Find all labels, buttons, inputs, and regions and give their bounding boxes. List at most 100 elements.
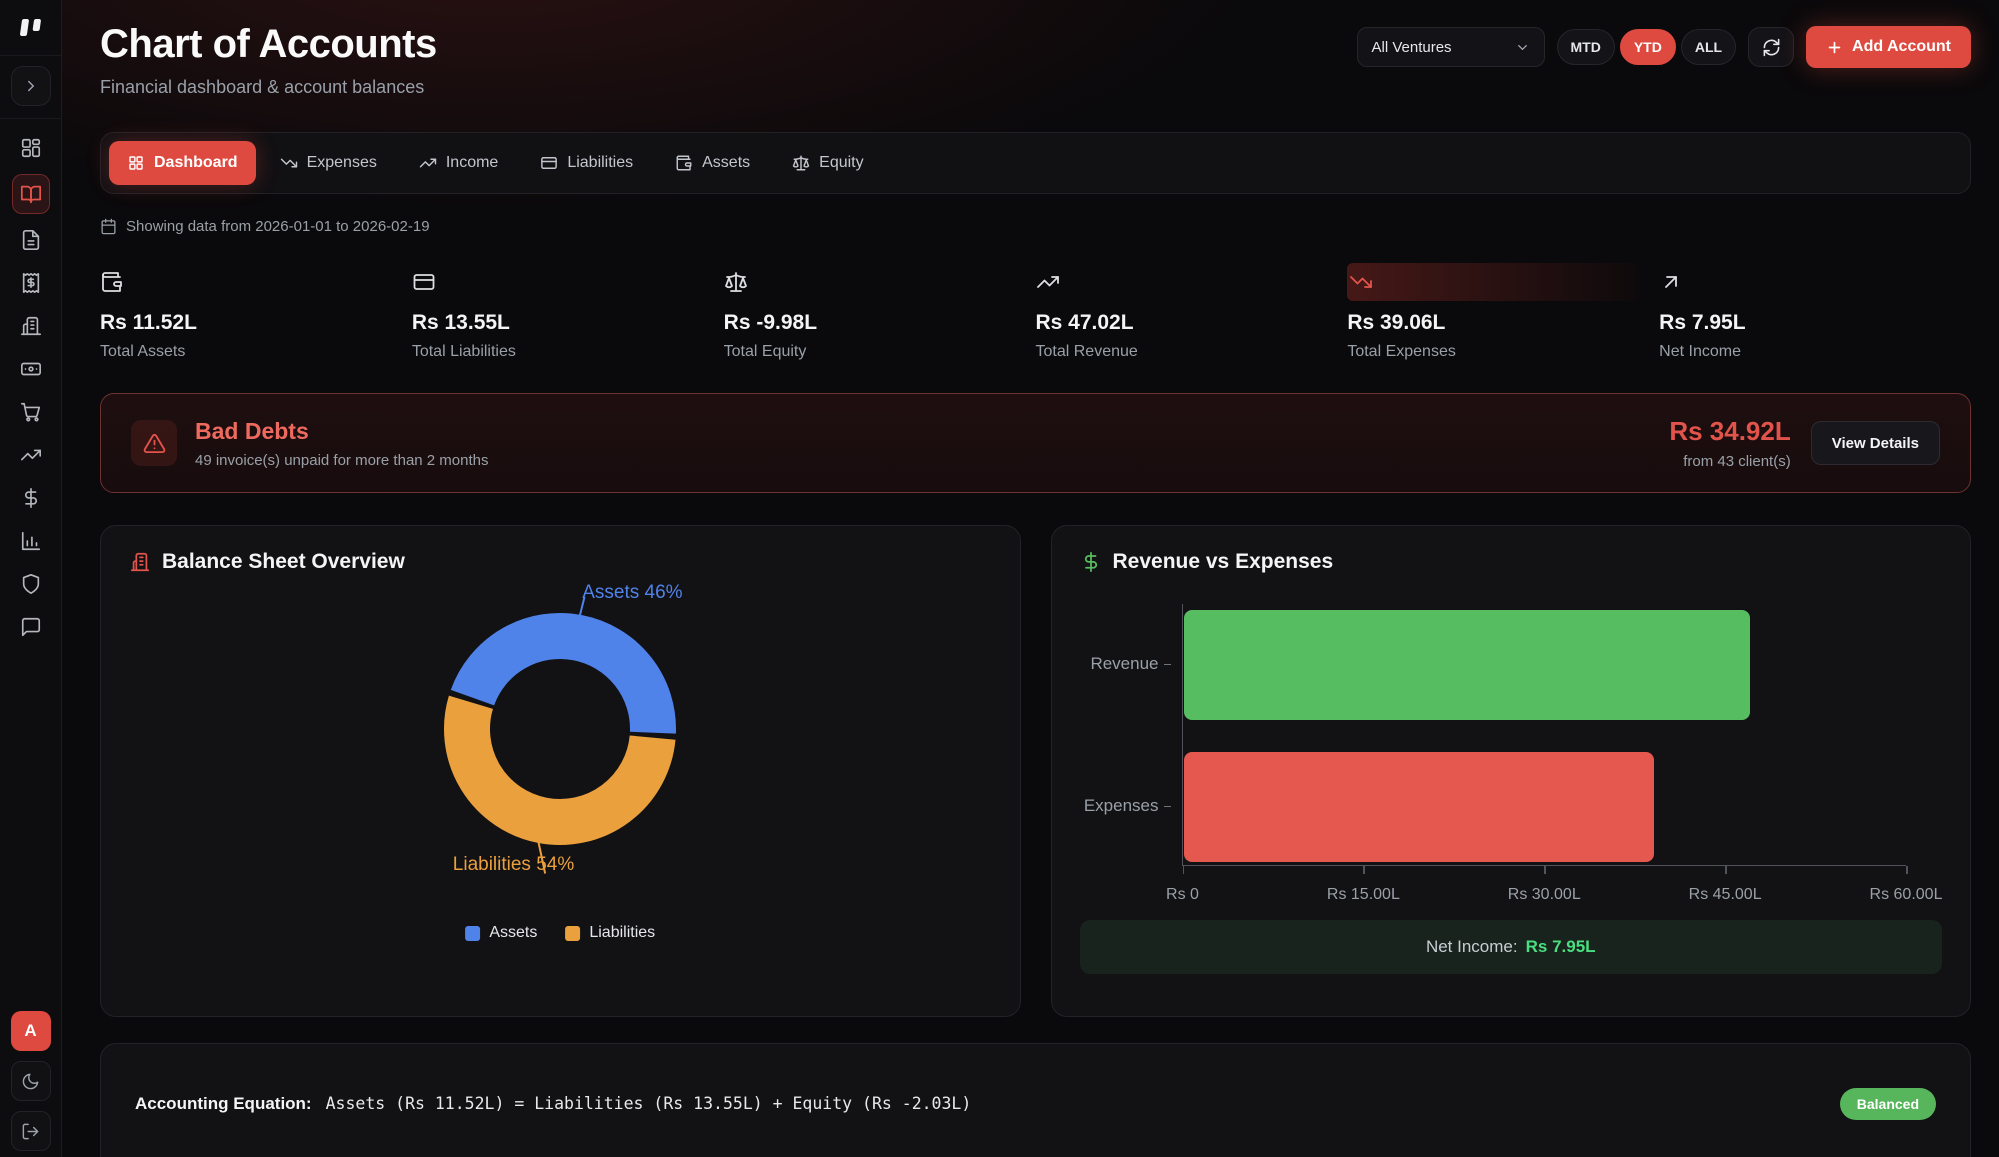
stat-value: Rs 7.95L bbox=[1659, 311, 1746, 334]
donut-legend: Assets Liabilities bbox=[465, 924, 655, 942]
view-details-button[interactable]: View Details bbox=[1810, 421, 1940, 465]
sidebar-item-cash[interactable] bbox=[12, 352, 50, 386]
sidebar-item-purchases[interactable] bbox=[12, 395, 50, 429]
sidebar-item-invoices[interactable] bbox=[12, 309, 50, 343]
x-tick-0: Rs 0 bbox=[1166, 886, 1199, 903]
expenses-bar[interactable] bbox=[1183, 752, 1655, 862]
chevron-down-icon bbox=[1517, 44, 1527, 50]
revenue-bar[interactable] bbox=[1183, 610, 1751, 720]
bad-debts-amount: Rs 34.92L bbox=[1669, 416, 1791, 446]
moon-icon bbox=[22, 1073, 39, 1089]
trending-up-icon bbox=[20, 449, 41, 461]
wallet-icon bbox=[676, 155, 692, 171]
stat-label: Total Expenses bbox=[1347, 343, 1456, 360]
y-label-revenue: Revenue bbox=[1079, 654, 1171, 674]
bad-debts-source: from 43 client(s) bbox=[1683, 453, 1791, 470]
balance-sheet-card: Balance Sheet Overview Assets 46% Liabil… bbox=[100, 525, 1021, 1017]
tab-equity[interactable]: Equity bbox=[774, 141, 881, 185]
range-mtd-button[interactable]: MTD bbox=[1556, 29, 1615, 65]
x-tick-3: Rs 45.00L bbox=[1688, 886, 1762, 903]
logout-icon bbox=[22, 1123, 39, 1139]
donut-chart: Assets 46% Liabilities 54% Assets Liabil… bbox=[129, 580, 992, 992]
bar-chart: Revenue Expenses Rs 0 Rs 15.00L Rs 30.00… bbox=[1079, 604, 1943, 974]
file-text-icon bbox=[22, 230, 39, 250]
main-content: Chart of Accounts Financial dashboard & … bbox=[62, 0, 1999, 1157]
stat-total-expenses: Rs 39.06L Total Expenses bbox=[1347, 263, 1659, 361]
donut-svg bbox=[444, 613, 677, 845]
card-title: Revenue vs Expenses bbox=[1112, 550, 1334, 573]
balanced-badge: Balanced bbox=[1839, 1088, 1936, 1120]
sidebar-item-receipts[interactable] bbox=[12, 266, 50, 300]
tab-dashboard[interactable]: Dashboard bbox=[109, 141, 256, 185]
sidebar-item-documents[interactable] bbox=[12, 223, 50, 257]
bad-debts-title: Bad Debts bbox=[195, 417, 309, 444]
add-account-button[interactable]: Add Account bbox=[1806, 26, 1971, 68]
trending-up-icon bbox=[419, 158, 437, 168]
scale-icon bbox=[724, 272, 747, 292]
venture-filter-select[interactable]: All Ventures bbox=[1356, 27, 1545, 67]
tab-income[interactable]: Income bbox=[401, 141, 516, 185]
stat-total-liabilities: Rs 13.55L Total Liabilities bbox=[412, 263, 724, 361]
stat-total-assets: Rs 11.52L Total Assets bbox=[100, 263, 412, 361]
stat-value: Rs -9.98L bbox=[723, 311, 818, 334]
stat-total-revenue: Rs 47.02L Total Revenue bbox=[1036, 263, 1348, 361]
stat-value: Rs 13.55L bbox=[411, 311, 510, 334]
theme-toggle-button[interactable] bbox=[10, 1061, 51, 1101]
x-tick-4: Rs 60.00L bbox=[1869, 886, 1943, 903]
sidebar-expand-button[interactable] bbox=[10, 66, 51, 106]
stats-row: Rs 11.52L Total Assets Rs 13.55L Total L… bbox=[100, 263, 1971, 361]
sidebar-item-dashboard[interactable] bbox=[12, 131, 50, 165]
liabilities-swatch bbox=[565, 925, 581, 941]
equation-label: Accounting Equation: bbox=[135, 1094, 312, 1113]
sidebar-item-security[interactable] bbox=[12, 567, 50, 601]
liabilities-callout: Liabilities 54% bbox=[452, 854, 575, 875]
tab-liabilities[interactable]: Liabilities bbox=[522, 141, 651, 185]
stat-value: Rs 47.02L bbox=[1035, 311, 1134, 334]
arrow-up-right-icon bbox=[1665, 276, 1678, 288]
warning-triangle-icon bbox=[143, 433, 165, 453]
dollar-sign-icon bbox=[24, 488, 37, 508]
sidebar-item-chart-of-accounts[interactable] bbox=[11, 174, 50, 214]
layout-dashboard-icon bbox=[21, 138, 40, 158]
assets-swatch bbox=[465, 925, 481, 941]
accounting-equation-card: Accounting Equation: Assets (Rs 11.52L) … bbox=[100, 1043, 1971, 1157]
stat-net-income: Rs 7.95L Net Income bbox=[1659, 263, 1971, 361]
scale-icon bbox=[792, 155, 810, 171]
logo-icon bbox=[19, 18, 41, 36]
net-income-value: Rs 7.95L bbox=[1525, 937, 1596, 956]
wallet-icon bbox=[102, 272, 122, 292]
x-tick-1: Rs 15.00L bbox=[1326, 886, 1400, 903]
tab-expenses[interactable]: Expenses bbox=[262, 141, 395, 185]
assets-callout: Assets 46% bbox=[582, 582, 683, 603]
card-title: Balance Sheet Overview bbox=[162, 550, 405, 573]
range-ytd-button[interactable]: YTD bbox=[1619, 29, 1676, 65]
sidebar-item-finance[interactable] bbox=[12, 481, 50, 515]
credit-card-icon bbox=[413, 274, 435, 290]
stat-label: Total Assets bbox=[100, 343, 186, 360]
tab-assets[interactable]: Assets bbox=[657, 141, 768, 185]
refresh-icon bbox=[1763, 38, 1779, 56]
shopping-cart-icon bbox=[20, 402, 40, 422]
legend-item-assets: Assets bbox=[465, 924, 537, 942]
receipt-icon bbox=[22, 273, 39, 293]
banknote-icon bbox=[20, 362, 41, 376]
layout-grid-icon bbox=[129, 156, 143, 170]
user-avatar[interactable]: A bbox=[10, 1011, 51, 1051]
logout-button[interactable] bbox=[10, 1111, 51, 1151]
stat-value: Rs 11.52L bbox=[100, 311, 197, 334]
stat-label: Total Liabilities bbox=[411, 343, 516, 360]
sidebar-item-performance[interactable] bbox=[12, 438, 50, 472]
book-open-icon bbox=[20, 185, 41, 204]
sidebar-item-analytics[interactable] bbox=[12, 524, 50, 558]
credit-card-icon bbox=[541, 157, 558, 169]
header-controls: All Ventures MTD YTD ALL Add Account bbox=[1356, 26, 1971, 68]
bar-chart-icon bbox=[21, 531, 40, 551]
trending-down-icon bbox=[1350, 276, 1373, 288]
refresh-button[interactable] bbox=[1748, 27, 1795, 67]
range-all-button[interactable]: ALL bbox=[1680, 29, 1737, 65]
page-title: Chart of Accounts bbox=[100, 22, 437, 66]
building-icon bbox=[20, 316, 41, 336]
stat-label: Net Income bbox=[1659, 343, 1741, 360]
sidebar-item-messages[interactable] bbox=[12, 610, 50, 644]
shield-icon bbox=[22, 574, 39, 594]
